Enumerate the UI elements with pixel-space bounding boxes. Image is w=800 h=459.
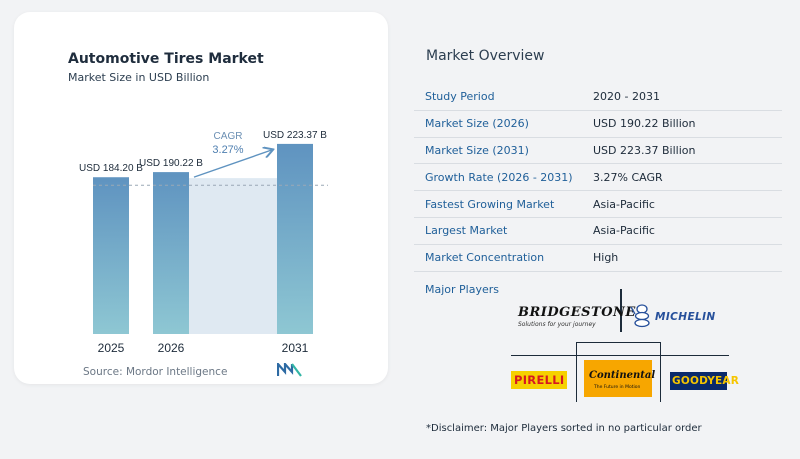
overview-row-value: 3.27% CAGR	[593, 170, 663, 184]
overview-row-key: Largest Market	[425, 224, 508, 238]
growth-shade	[189, 178, 277, 334]
overview-table: Study Period 2020 - 2031 Market Size (2026…	[414, 84, 782, 272]
overview-row-key: Growth Rate (2026 - 2031)	[425, 170, 573, 184]
bar-2031	[277, 143, 313, 334]
bar-chart: CAGR 3.27% USD 184.20 B 2025 USD 190.22 B 2…	[79, 130, 328, 355]
chart-source: Source: Mordor Intelligence	[83, 366, 227, 378]
michelin-name: MICHELIN	[655, 311, 716, 323]
x-tick-2025: 2025	[98, 341, 125, 355]
bridgestone-logo: BRIDGESTONE Solutions for your journey	[518, 305, 636, 328]
bar-2026	[153, 172, 189, 334]
cagr-arrow	[193, 150, 272, 178]
data-label-2026: USD 190.22 B	[139, 158, 203, 169]
cagr-label: CAGR	[214, 131, 243, 142]
data-label-2025: USD 184.20 B	[79, 163, 143, 174]
overview-row-value: USD 223.37 Billion	[593, 143, 696, 157]
overview-row-value: Asia-Pacific	[593, 197, 655, 211]
pirelli-logo: PIRELLI	[511, 371, 567, 389]
major-players-label: Major Players	[425, 283, 499, 296]
data-label-2031: USD 223.37 B	[263, 130, 327, 141]
overview-row: Market Concentration High	[414, 245, 782, 272]
logo-divider-left	[576, 342, 577, 402]
chart-subtitle: Market Size in USD Billion	[68, 71, 210, 84]
mordor-logo-icon	[277, 363, 302, 377]
overview-row-key: Study Period	[425, 90, 495, 104]
overview-row-value: Asia-Pacific	[593, 224, 655, 238]
overview-row-key: Fastest Growing Market	[425, 197, 555, 211]
bridgestone-name: BRIDGESTONE	[518, 305, 636, 320]
overview-row: Largest Market Asia-Pacific	[414, 218, 782, 245]
bar-2025	[93, 177, 129, 334]
x-tick-2026: 2026	[158, 341, 185, 355]
chart-title: Automotive Tires Market	[68, 51, 264, 67]
logo-divider-vertical-top	[620, 289, 622, 332]
goodyear-name: GOODYEAR	[672, 375, 740, 387]
overview-row-value: USD 190.22 Billion	[593, 117, 696, 131]
continental-logo: Continental The Future in Motion	[584, 360, 656, 397]
continental-name: Continental	[589, 370, 656, 381]
overview-row-value: 2020 - 2031	[593, 90, 660, 104]
overview-row-key: Market Size (2026)	[425, 117, 529, 131]
logo-divider-box-top	[576, 342, 660, 343]
overview-panel: Market Overview Study Period 2020 - 2031 M…	[414, 0, 800, 459]
overview-row-value: High	[593, 251, 619, 265]
logo-divider-right	[660, 342, 661, 402]
overview-row-key: Market Concentration	[425, 251, 545, 265]
overview-row: Market Size (2031) USD 223.37 Billion	[414, 138, 782, 165]
cagr-value: 3.27%	[212, 144, 243, 156]
overview-row: Study Period 2020 - 2031	[414, 84, 782, 111]
overview-row: Market Size (2026) USD 190.22 Billion	[414, 111, 782, 138]
michelin-man-icon	[630, 304, 650, 328]
source-label: Source:	[83, 366, 123, 378]
pirelli-name: PIRELLI	[514, 373, 565, 387]
goodyear-logo: GOODYEAR	[670, 372, 739, 390]
michelin-logo: MICHELIN	[630, 303, 734, 331]
bridgestone-tagline: Solutions for your journey	[518, 321, 596, 328]
logo-divider-horizontal	[511, 355, 729, 356]
overview-row: Fastest Growing Market Asia-Pacific	[414, 191, 782, 218]
overview-row: Growth Rate (2026 - 2031) 3.27% CAGR	[414, 164, 782, 192]
continental-tagline: The Future in Motion	[594, 385, 641, 390]
source-text: Mordor Intelligence	[125, 366, 228, 378]
x-tick-2031: 2031	[282, 341, 309, 355]
overview-title: Market Overview	[426, 48, 545, 64]
overview-row-key: Market Size (2031)	[425, 143, 529, 157]
disclaimer-text: *Disclaimer: Major Players sorted in no …	[426, 423, 702, 434]
